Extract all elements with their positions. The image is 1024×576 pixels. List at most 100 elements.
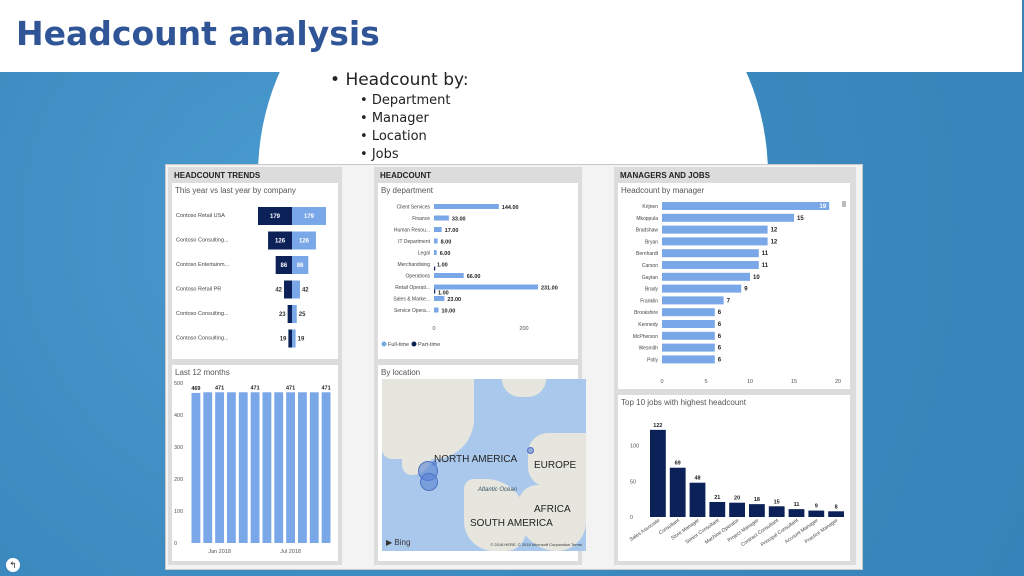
bullet-location: • Location xyxy=(360,129,427,144)
bing-icon: ▶ xyxy=(386,538,393,547)
data-label: 144.00 xyxy=(502,205,519,211)
month-bar xyxy=(262,392,272,543)
bullet-list: • Headcount by: • Department • Manager •… xyxy=(330,70,469,162)
panel-header: HEADCOUNT TRENDS xyxy=(174,171,261,180)
job-bar xyxy=(788,509,805,517)
panel-headcount-trends: HEADCOUNT TRENDS This year vs last year … xyxy=(168,167,342,565)
data-label: 231.00 xyxy=(541,286,558,292)
card-title: Top 10 jobs with highest headcount xyxy=(621,398,746,407)
data-label: 471 xyxy=(321,385,330,391)
data-label: 66.00 xyxy=(467,274,481,280)
data-label: 179 xyxy=(270,214,281,220)
map-label-south-america: SOUTH AMERICA xyxy=(470,518,553,529)
map-bubble[interactable] xyxy=(527,447,534,454)
bar-this-year xyxy=(284,280,292,299)
data-label: 179 xyxy=(304,214,315,220)
data-label: 126 xyxy=(275,239,286,245)
x-tick-label: 0 xyxy=(432,326,435,332)
scrollbar-thumb xyxy=(842,201,846,207)
manager-bar xyxy=(662,320,715,328)
data-label: 471 xyxy=(286,385,295,391)
category-label: Finance xyxy=(412,216,430,222)
company-comparison-chart: Contoso Retail USA 179 179 Contoso Consulti… xyxy=(176,207,327,348)
map-copyright[interactable]: © 2018 HERE, © 2018 Microsoft Corporatio… xyxy=(490,542,582,547)
month-bar xyxy=(321,392,331,543)
data-label: 33.00 xyxy=(452,217,466,223)
category-label: McPherson xyxy=(633,334,659,340)
category-label: Operations xyxy=(406,274,431,280)
back-arrow-icon[interactable]: ↰ xyxy=(6,558,20,572)
card-last-12-months[interactable]: Last 12 months 0 100 200 300 400 500 469 471 471… xyxy=(172,365,338,561)
data-label: 11 xyxy=(762,251,769,257)
manager-chart: Krijnen 19 Mkoppula 15 Bradshaw 12 Bryan 12 Bern… xyxy=(633,201,846,385)
location-map[interactable]: NORTH AMERICA EUROPE AFRICA SOUTH AMERIC… xyxy=(382,379,586,551)
category-label: Bryan xyxy=(645,239,658,245)
manager-bar xyxy=(662,202,830,210)
bar-this-year xyxy=(288,329,292,348)
data-label: 18 xyxy=(754,497,760,503)
data-label: 19 xyxy=(820,204,827,210)
card-title: Last 12 months xyxy=(175,368,230,377)
card-title: By location xyxy=(381,368,421,377)
data-label: 6 xyxy=(718,334,722,340)
data-label: 48 xyxy=(694,476,700,482)
y-tick-label: 0 xyxy=(630,515,633,521)
page-title: Headcount analysis xyxy=(16,14,380,53)
bar-this-year xyxy=(275,256,292,274)
manager-bar xyxy=(662,296,724,305)
category-label: Sales & Marke... xyxy=(393,297,430,303)
data-label: 10 xyxy=(753,275,760,281)
data-label: 11 xyxy=(794,502,800,508)
bar-full-time xyxy=(434,250,437,255)
manager-bar xyxy=(662,331,715,340)
data-label: 69 xyxy=(675,461,681,467)
map-land-north-america xyxy=(382,379,474,459)
map-land-greenland xyxy=(502,379,546,397)
bullet-department: • Department xyxy=(360,93,451,108)
map-land-europe xyxy=(528,433,586,487)
card-by-location[interactable]: By location NORTH AMERICA EUROPE AFRICA … xyxy=(378,365,586,561)
manager-bar xyxy=(662,272,750,281)
legend-label: Full-time xyxy=(388,342,409,348)
map-label-africa: AFRICA xyxy=(534,504,571,515)
bar-this-year xyxy=(287,305,292,323)
bar-last-year xyxy=(292,305,297,323)
card-by-department[interactable]: By department Client Services 144.00 Finan… xyxy=(378,183,578,359)
month-bar xyxy=(238,392,248,543)
card-top-jobs[interactable]: Top 10 jobs with highest headcount 0 50 10… xyxy=(618,395,850,561)
job-bar xyxy=(808,510,825,517)
map-land-africa xyxy=(518,485,586,551)
card-company-comparison[interactable]: This year vs last year by company Contos… xyxy=(172,183,338,359)
data-label: 15 xyxy=(797,216,804,222)
category-label: Brady xyxy=(645,287,659,293)
category-label: Contoso Consulting... xyxy=(176,336,229,342)
category-label: Carson xyxy=(642,263,658,269)
map-bubble[interactable] xyxy=(420,473,438,491)
bullet-location-text: Location xyxy=(371,129,427,144)
bar-full-time xyxy=(434,215,449,221)
bar-full-time xyxy=(434,307,439,313)
data-label: 8 xyxy=(835,504,838,510)
title-bar: Headcount analysis xyxy=(0,0,1022,72)
month-bar xyxy=(191,392,201,543)
bar-last-year xyxy=(292,207,327,225)
job-bar xyxy=(729,502,745,517)
data-label: 86 xyxy=(280,263,287,269)
data-label: 17.00 xyxy=(445,228,459,234)
category-label: Merchandising xyxy=(397,262,430,268)
data-label: 12 xyxy=(771,228,778,234)
data-label: 42 xyxy=(275,288,282,294)
bullet-manager-text: Manager xyxy=(371,111,429,126)
month-bar xyxy=(215,392,224,543)
category-label: IT Department xyxy=(398,239,430,245)
category-label: Polly xyxy=(647,357,658,363)
card-headcount-by-manager[interactable]: Headcount by manager Krijnen 19 Mkoppula 15… xyxy=(618,183,850,389)
category-label: Wesmith xyxy=(639,346,659,352)
bullet-jobs: • Jobs xyxy=(360,147,399,162)
map-bubble[interactable] xyxy=(432,461,437,466)
month-bar xyxy=(298,392,307,543)
data-label: 126 xyxy=(299,239,310,245)
legend-swatch-full-time xyxy=(381,341,387,347)
legend-label: Part-time xyxy=(418,342,440,348)
